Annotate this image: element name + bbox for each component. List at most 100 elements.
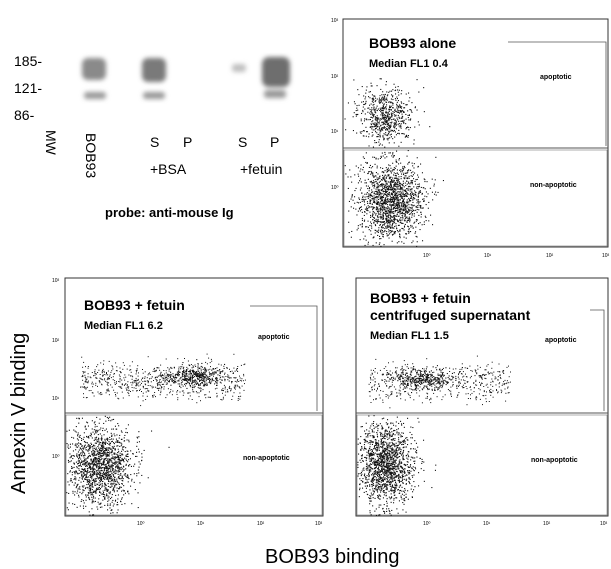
panel-2-dot (103, 471, 105, 473)
panel-1-dot (390, 125, 392, 127)
panel-2-dot (112, 474, 114, 476)
panel-2-dot (234, 380, 236, 382)
panel-3-dot (382, 461, 384, 463)
panel-1-dot (367, 107, 369, 109)
panel-1-dot (383, 201, 385, 203)
panel-1-dot (394, 125, 396, 127)
panel-2-dot (228, 380, 230, 382)
panel-1-dot (383, 194, 385, 196)
panel-1-dot (352, 199, 354, 201)
panel-2-dot (202, 377, 204, 379)
panel-2-dot (237, 385, 239, 387)
panel-2-dot (77, 435, 79, 437)
panel-1-dot (354, 190, 356, 192)
panel-3-dot (359, 478, 361, 480)
panel-2-dot (164, 373, 166, 375)
panel-1-dot (380, 212, 382, 214)
panel-2-dot (104, 483, 106, 485)
panel-2-dot (118, 478, 120, 480)
panel-2-dot (183, 379, 185, 381)
panel-2-dot (198, 392, 200, 394)
panel-2-dot (129, 458, 131, 460)
panel-2-dot (120, 469, 122, 471)
panel-1-dot (419, 222, 421, 224)
panel-2-dot (120, 460, 122, 462)
panel-2-dot (119, 375, 121, 377)
panel-1-dot (406, 195, 408, 197)
panel-1-dot (383, 202, 385, 204)
panel-2-dot (110, 478, 112, 480)
panel-2-dot (188, 375, 190, 377)
panel-2-dot (191, 379, 193, 381)
panel-3-dot (395, 475, 397, 477)
panel-1-dot (391, 155, 393, 157)
panel-2-dot (118, 467, 120, 469)
panel-2-dot (161, 377, 163, 379)
panel-1-dot (400, 196, 402, 198)
panel-1-dot (381, 99, 383, 101)
panel-2-dot (119, 454, 121, 456)
panel-2-dot (183, 374, 185, 376)
panel-2-dot (98, 452, 100, 454)
panel-2-dot (91, 483, 93, 485)
panel-1-dot (372, 180, 374, 182)
panel-2-dot (196, 373, 198, 375)
band-bob93-lower (84, 92, 106, 99)
panel-1-dot (400, 197, 402, 199)
panel-1-dot (410, 224, 412, 226)
panel-2-dot (112, 512, 114, 514)
panel-1-dot (411, 214, 413, 216)
panel-1-dot (435, 194, 437, 196)
panel-2-dot (111, 467, 113, 469)
panel-1-dot (415, 219, 417, 221)
panel-2-dot (76, 466, 78, 468)
panel-2-dot (195, 382, 197, 384)
panel-1-dot (402, 195, 404, 197)
panel-2-dot (241, 385, 243, 387)
panel-1-dot (424, 181, 426, 183)
panel-2-dot (101, 478, 103, 480)
panel-2-dot (104, 447, 106, 449)
panel-1-dot (400, 110, 402, 112)
panel-1-dot (423, 200, 425, 202)
panel-1-dot (357, 167, 359, 169)
panel-1-dot (374, 101, 376, 103)
panel-1-dot (383, 122, 385, 124)
panel-1-dot (391, 189, 393, 191)
panel-2-dot (161, 374, 163, 376)
panel-1-dot (384, 114, 386, 116)
panel-3-dot (389, 498, 391, 500)
panel-1-dot (400, 127, 402, 129)
panel-2-dot (83, 507, 85, 509)
panel-2-dot (111, 419, 113, 421)
panel-1-dot (395, 223, 397, 225)
panel-2-dot (108, 443, 110, 445)
panel-2-dot (177, 373, 179, 375)
panel-1-dot (386, 235, 388, 237)
panel-2-dot (192, 374, 194, 376)
panel-1-dot (411, 191, 413, 193)
mw-marker-121: 121- (14, 80, 43, 96)
panel-2-dot (121, 459, 123, 461)
panel-1-dot (370, 111, 372, 113)
panel-1-dot (377, 220, 379, 222)
panel-1-dot (382, 124, 384, 126)
panel-2-dot (86, 465, 88, 467)
panel-2-dot (120, 371, 121, 373)
panel-2-dot (215, 378, 217, 380)
panel-1-dot (396, 172, 398, 174)
panel-2-dot (101, 439, 103, 441)
panel-2-dot (203, 376, 205, 378)
panel-2-dot (160, 373, 162, 375)
band-fetuin-p-upper (262, 57, 290, 87)
panel-1-dot (377, 221, 379, 223)
panel-2-dot (88, 492, 90, 494)
panel-2-dot (96, 506, 98, 508)
panel-1-dot (378, 193, 380, 195)
panel-1-dot (393, 184, 395, 186)
panel-1-dot (394, 193, 396, 195)
panel-1-dot (389, 204, 391, 206)
panel-1-dot (375, 172, 377, 174)
panel-2-dot (147, 380, 149, 382)
scatter-dots (66, 78, 511, 516)
